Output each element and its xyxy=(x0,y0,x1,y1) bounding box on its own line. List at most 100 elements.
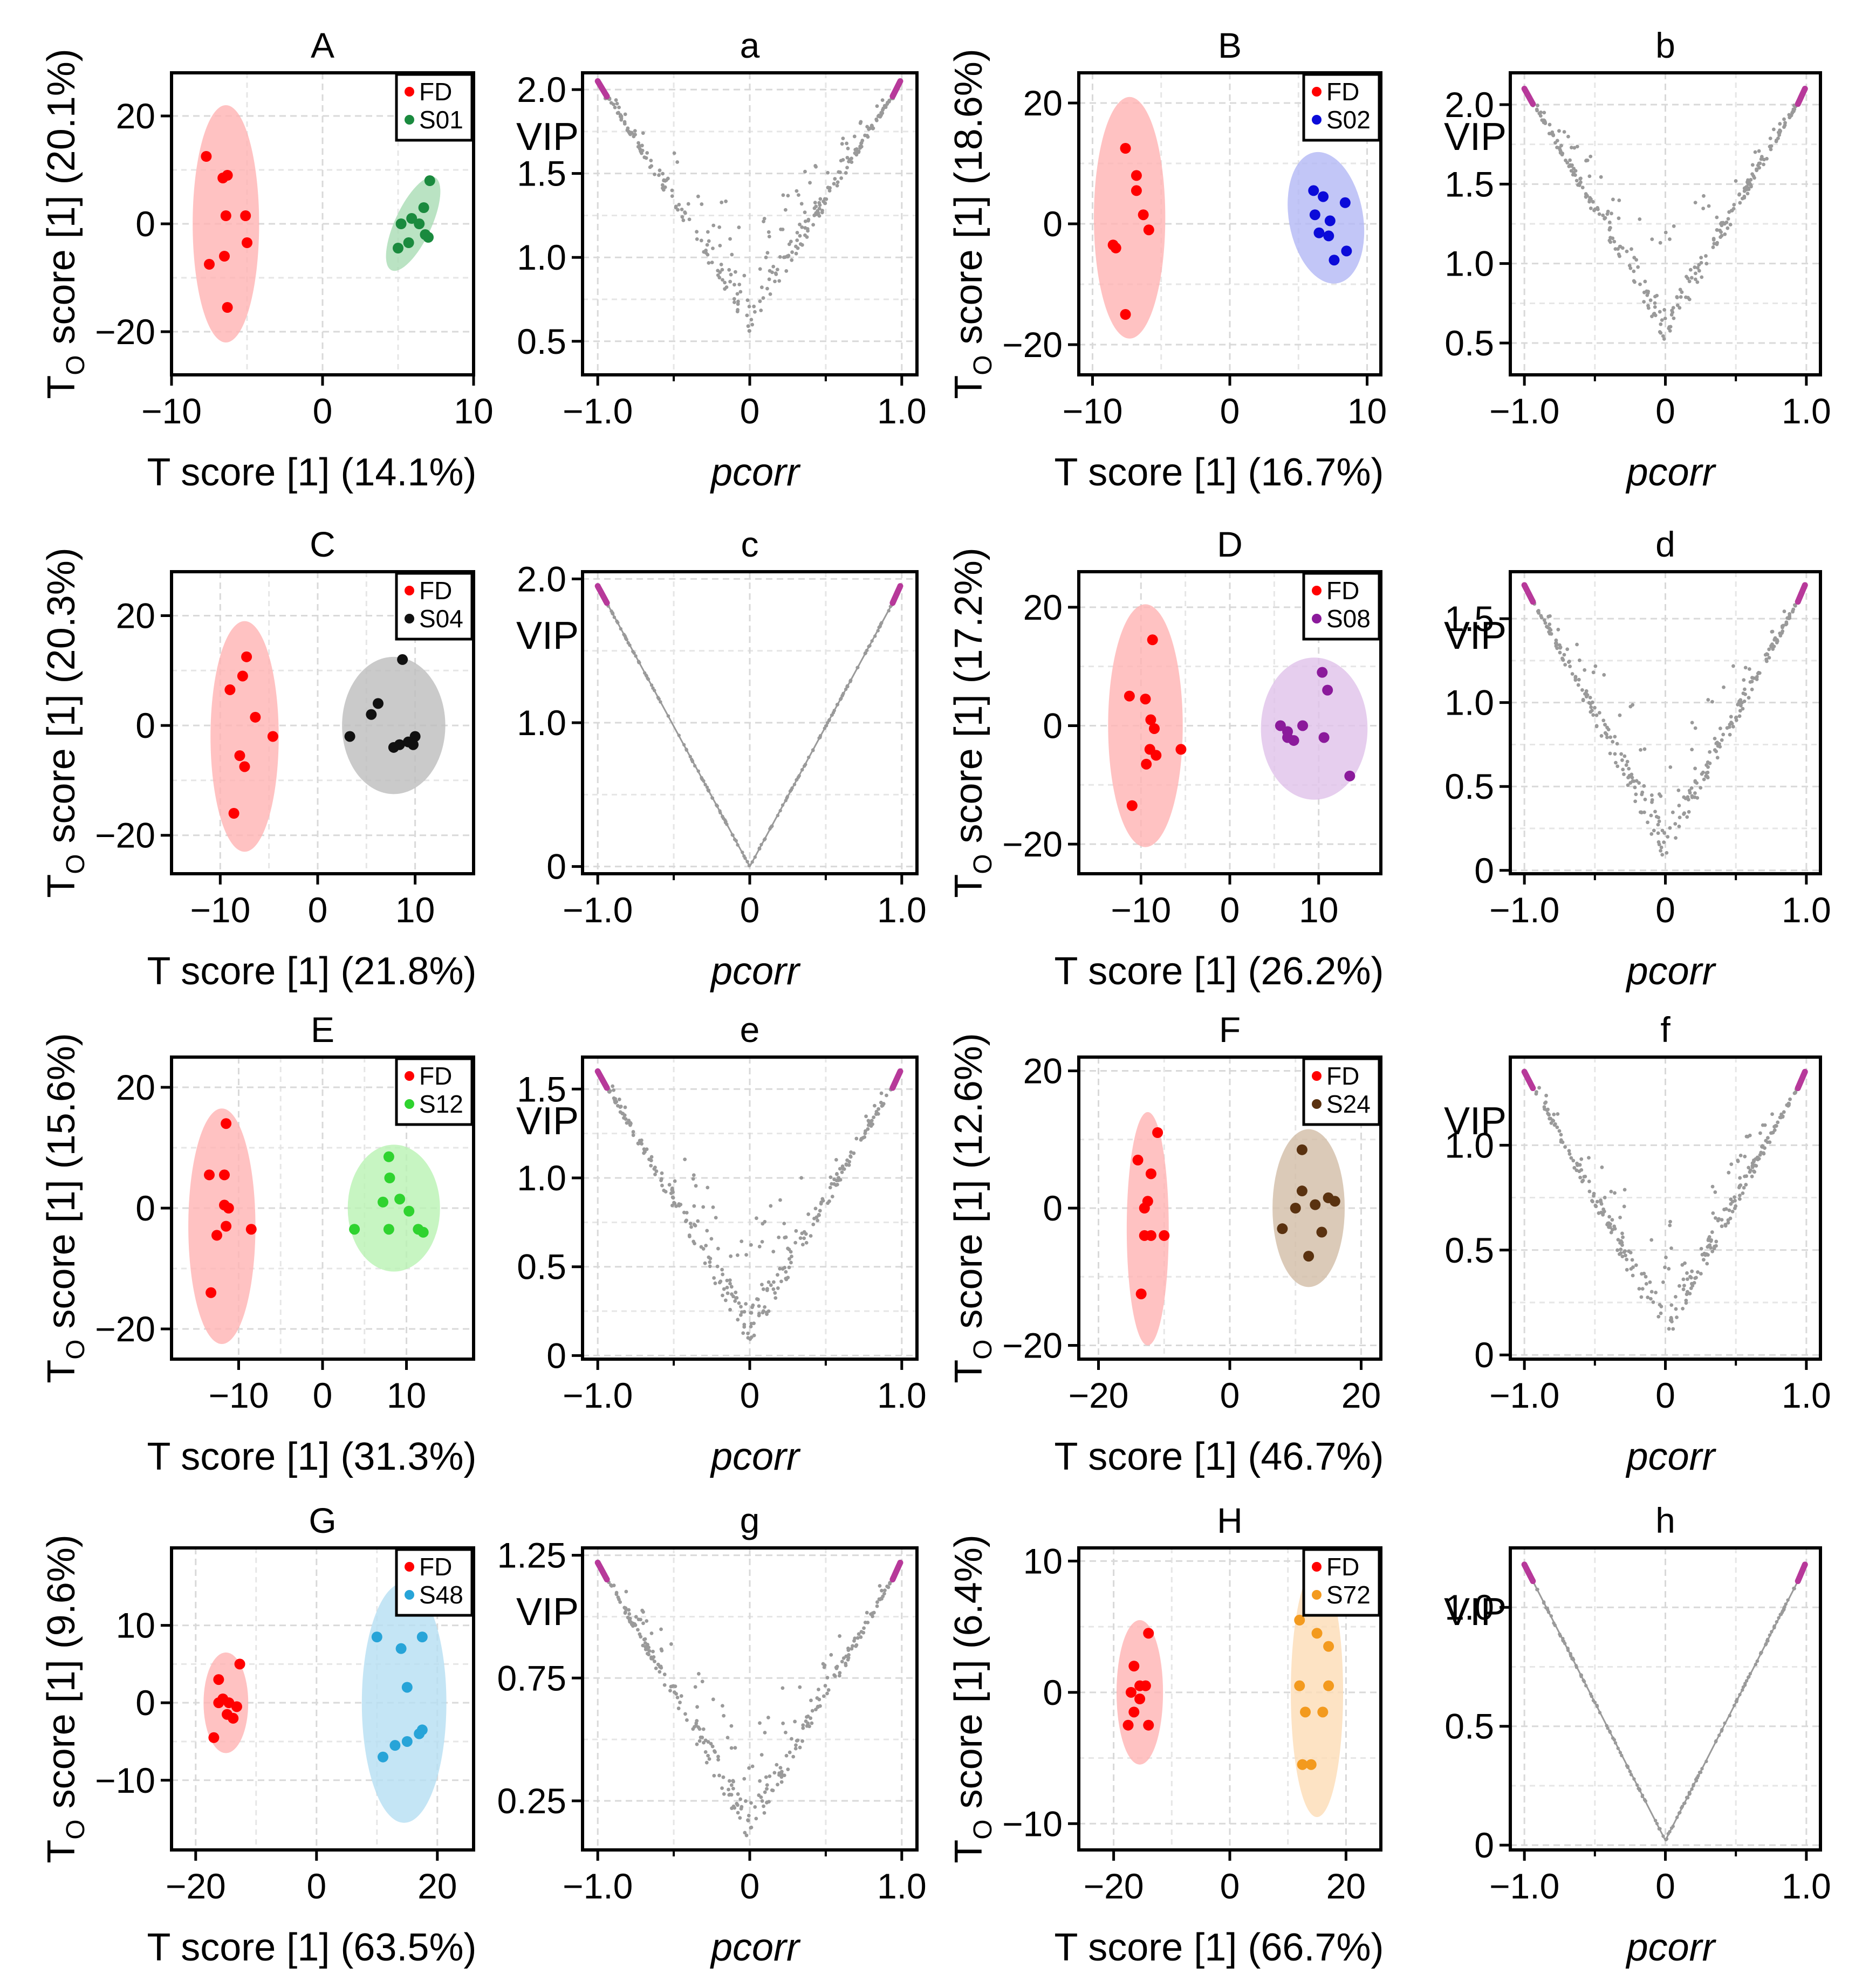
splot-point xyxy=(865,1610,869,1615)
splot-point xyxy=(1555,1125,1559,1129)
splot-point xyxy=(643,1641,647,1645)
splot-point xyxy=(1782,609,1786,613)
splot-point xyxy=(1579,180,1583,184)
splot-point xyxy=(758,299,762,303)
y-axis-title: VIP xyxy=(516,115,579,159)
splot-point xyxy=(1620,1243,1624,1247)
splot-point xyxy=(1692,1281,1696,1285)
legend-box xyxy=(1302,1057,1381,1126)
splot-point xyxy=(745,313,749,318)
splot-point xyxy=(695,1705,699,1709)
splot-point xyxy=(1675,303,1680,307)
data-point-s02 xyxy=(1324,215,1336,227)
splot-point xyxy=(1667,1327,1671,1331)
splot-tail-point xyxy=(897,1068,903,1074)
splot-point xyxy=(1766,1136,1770,1140)
splot-point xyxy=(678,1701,682,1704)
splot-tail-point xyxy=(897,583,903,589)
splot-point xyxy=(1643,797,1647,801)
splot-point xyxy=(617,105,621,109)
splot-point xyxy=(1742,678,1746,682)
splot-point xyxy=(1782,1110,1786,1114)
splot-point xyxy=(1761,1123,1765,1127)
splot-point xyxy=(669,1191,673,1195)
splot-point xyxy=(1583,1174,1587,1178)
splot-point xyxy=(645,1147,649,1151)
splot-point xyxy=(821,1694,826,1698)
splot-point xyxy=(859,141,863,146)
splot-point xyxy=(658,1665,662,1669)
y-tick-label: 0 xyxy=(1474,1825,1494,1865)
splot-point xyxy=(1743,666,1748,670)
splot-point xyxy=(733,1746,737,1750)
splot-point xyxy=(823,197,827,201)
y-tick-label: 0 xyxy=(1043,204,1063,244)
legend-marker xyxy=(1312,1071,1322,1081)
data-point-fd xyxy=(1131,170,1142,181)
splot-point xyxy=(1558,646,1562,650)
splot-point xyxy=(725,1285,729,1290)
splot-point xyxy=(1633,799,1638,804)
data-point-s04 xyxy=(344,731,355,742)
splot-point xyxy=(1646,820,1649,825)
splot-point xyxy=(1711,238,1716,242)
splot-point xyxy=(863,1620,867,1624)
y-tick-label: 1.0 xyxy=(517,1158,566,1198)
splot-point xyxy=(868,1121,873,1126)
splot-point-trail xyxy=(749,594,898,867)
splot-point xyxy=(661,172,665,176)
splot-point xyxy=(813,201,817,205)
y-axis-title-t: T xyxy=(40,874,83,898)
splot-point xyxy=(872,1115,876,1120)
splot-point xyxy=(1625,759,1630,764)
splot-point xyxy=(766,1280,771,1284)
splot-point xyxy=(705,243,709,247)
splot-point xyxy=(1630,1258,1634,1262)
splot-point xyxy=(624,1606,628,1610)
splot-point xyxy=(1554,638,1558,642)
splot-point xyxy=(1732,203,1736,207)
data-point-s04 xyxy=(372,698,384,709)
splot-point xyxy=(711,246,715,250)
splot-point xyxy=(829,1653,833,1657)
data-point-fd xyxy=(219,1169,230,1181)
splot-point xyxy=(874,1112,878,1116)
splot-point xyxy=(762,1804,765,1808)
splot-point xyxy=(1622,1204,1626,1209)
splot-point xyxy=(1639,748,1642,752)
splot-point xyxy=(875,1604,879,1608)
y-tick-label: −20 xyxy=(95,312,155,352)
data-point-s01 xyxy=(424,175,435,186)
splot-point xyxy=(782,1773,786,1778)
splot-point xyxy=(798,1745,802,1750)
splot-point xyxy=(631,1624,635,1628)
splot-point xyxy=(1685,1290,1689,1294)
splot-point xyxy=(720,200,724,204)
splot-point xyxy=(728,1278,732,1283)
splot-point xyxy=(819,1200,824,1204)
splot-point xyxy=(1693,791,1697,795)
splot-point xyxy=(803,233,807,237)
splot-point xyxy=(1611,739,1615,744)
splot-point xyxy=(802,1236,806,1240)
y-tick-label: 2.0 xyxy=(517,559,566,599)
splot-point xyxy=(1601,1207,1606,1211)
splot-point xyxy=(862,1626,866,1630)
y-tick-label: −10 xyxy=(1002,1804,1063,1843)
splot-point xyxy=(768,269,772,273)
splot-point xyxy=(1768,136,1772,141)
y-tick-label: 0.5 xyxy=(1444,766,1494,806)
splot-point xyxy=(684,1211,689,1215)
splot-point xyxy=(1731,207,1736,211)
x-tick-label: −20 xyxy=(1084,1866,1144,1906)
splot-point xyxy=(695,237,699,241)
data-point-s12 xyxy=(384,1173,395,1183)
splot-point xyxy=(877,1107,881,1111)
data-point-fd xyxy=(1145,714,1156,725)
splot-point xyxy=(1731,664,1735,668)
splot-point xyxy=(693,1725,696,1729)
splot-point xyxy=(1569,1156,1573,1160)
splot-point xyxy=(682,1210,686,1215)
